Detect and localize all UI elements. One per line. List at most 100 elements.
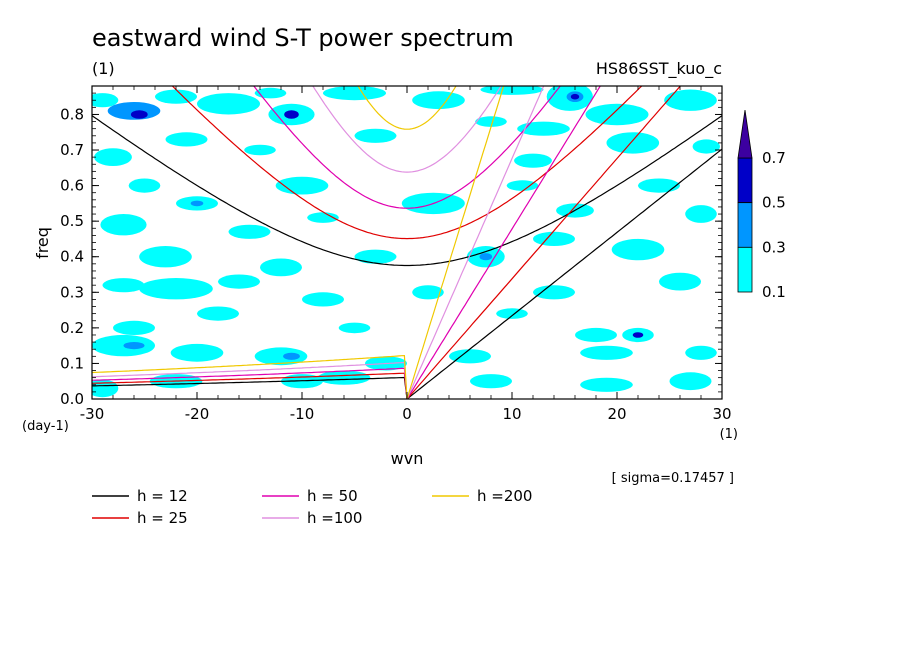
colorbar-segment <box>737 157 753 204</box>
contour-blob <box>284 110 299 119</box>
contour-blob <box>165 132 208 147</box>
contour-blob <box>123 342 145 350</box>
y-axis: 0.0 0.1 0.2 0.3 0.4 0.5 0.6 0.7 0.8 <box>60 92 722 408</box>
contour-blob <box>197 93 260 115</box>
legend-label: h = 25 <box>137 509 188 527</box>
contour-blob <box>283 352 300 360</box>
dispersion-curve-gravity <box>253 86 562 209</box>
contour-blob <box>190 200 204 207</box>
y-axis-unit: (day-1) <box>22 419 69 434</box>
contour-blob <box>659 272 701 291</box>
contour-blob <box>517 121 570 136</box>
contour-blob <box>218 274 260 289</box>
x-tick-label: 0 <box>402 405 412 423</box>
y-tick-label: 0.7 <box>60 141 84 159</box>
contour-blob <box>170 343 224 362</box>
contour-blob <box>632 332 644 338</box>
dispersion-curve-kelvin <box>92 148 722 399</box>
contour-blob <box>302 292 344 307</box>
contour-blob <box>692 139 720 154</box>
y-tick-label: 0.1 <box>60 354 84 372</box>
contour-blob <box>155 89 197 104</box>
x-tick-label: 20 <box>607 405 626 423</box>
contour-blob <box>506 180 539 191</box>
x-axis-unit: (1) <box>720 427 738 442</box>
contour-blob <box>94 148 132 167</box>
y-tick-label: 0.5 <box>60 212 84 230</box>
dispersion-curve-kelvin <box>92 86 602 399</box>
contour-blob <box>470 374 512 389</box>
dispersion-curves <box>92 86 722 399</box>
contour-blob <box>244 144 276 156</box>
y-tick-label: 0.3 <box>60 283 84 301</box>
contour-blob <box>92 379 119 398</box>
contour-blob <box>585 103 649 126</box>
dispersion-curve-kelvin <box>92 86 505 399</box>
contour-fill-layer <box>92 86 720 398</box>
dispersion-curve-gravity <box>171 86 643 240</box>
x-axis-label: wvn <box>391 449 424 468</box>
contour-blob <box>338 322 371 334</box>
contour-blob <box>228 224 271 239</box>
legend-label: h = 50 <box>307 487 358 505</box>
contour-blob <box>496 308 528 319</box>
x-tick-label: 10 <box>502 405 521 423</box>
colorbar-segment <box>737 202 753 248</box>
colorbar-label: 0.7 <box>762 149 786 167</box>
x-tick-label: -20 <box>185 405 210 423</box>
contour-blob <box>412 285 444 300</box>
chart-subtitle-right: HS86SST_kuo_c <box>596 59 722 79</box>
contour-blob <box>100 214 147 236</box>
y-axis-label: freq <box>33 227 52 259</box>
contour-blob <box>113 320 155 335</box>
contour-blob <box>514 153 552 168</box>
x-tick-label: 30 <box>712 405 731 423</box>
contour-blob <box>275 176 329 195</box>
contour-blob <box>533 231 575 246</box>
colorbar-arrow <box>737 109 753 159</box>
contour-blob <box>412 91 465 110</box>
contour-blob <box>606 132 660 154</box>
dispersion-curve-gravity <box>357 86 457 130</box>
contour-blob <box>317 370 371 385</box>
colorbar-label: 0.3 <box>762 238 786 256</box>
dispersion-curve-gravity <box>312 86 502 173</box>
contour-blob <box>130 110 148 119</box>
contour-blob <box>611 238 665 261</box>
contour-blob <box>354 128 397 143</box>
contour-blob <box>254 347 308 366</box>
y-tick-label: 0.2 <box>60 319 84 337</box>
chart-subtitle-left: (1) <box>92 59 115 78</box>
chart-title: eastward wind S-T power spectrum <box>92 24 514 52</box>
contour-blob <box>354 249 397 264</box>
contour-blob <box>575 327 617 343</box>
x-tick-label: -30 <box>80 405 105 423</box>
legend: h = 12 h = 25 h = 50 h =100 h =200 <box>92 487 532 527</box>
x-axis: -30 -20 -10 0 10 20 30 <box>80 86 732 423</box>
x-tick-label: -10 <box>290 405 315 423</box>
colorbar: 0.7 0.5 0.3 0.1 <box>737 109 786 301</box>
contour-blob <box>685 345 717 360</box>
contour-blob <box>254 87 287 99</box>
contour-blob <box>307 212 339 223</box>
legend-label: h =200 <box>477 487 532 505</box>
contour-blob <box>102 278 145 293</box>
contour-blob <box>139 246 192 268</box>
contour-blob <box>685 205 717 223</box>
colorbar-label: 0.1 <box>762 283 786 301</box>
dispersion-curve-kelvin <box>92 86 545 399</box>
contour-blob <box>139 278 213 300</box>
colorbar-label: 0.5 <box>762 194 786 212</box>
y-tick-label: 0.8 <box>60 105 84 123</box>
contour-blob <box>479 253 493 261</box>
y-tick-label: 0.0 <box>60 390 84 408</box>
contour-blob <box>580 345 633 360</box>
contour-blob <box>475 116 507 127</box>
contour-blob <box>669 372 712 391</box>
dispersion-curve-gravity <box>92 115 722 267</box>
contour-blob <box>449 349 491 364</box>
contour-blob <box>128 178 161 193</box>
legend-label: h = 12 <box>137 487 188 505</box>
contour-blob <box>323 86 386 101</box>
